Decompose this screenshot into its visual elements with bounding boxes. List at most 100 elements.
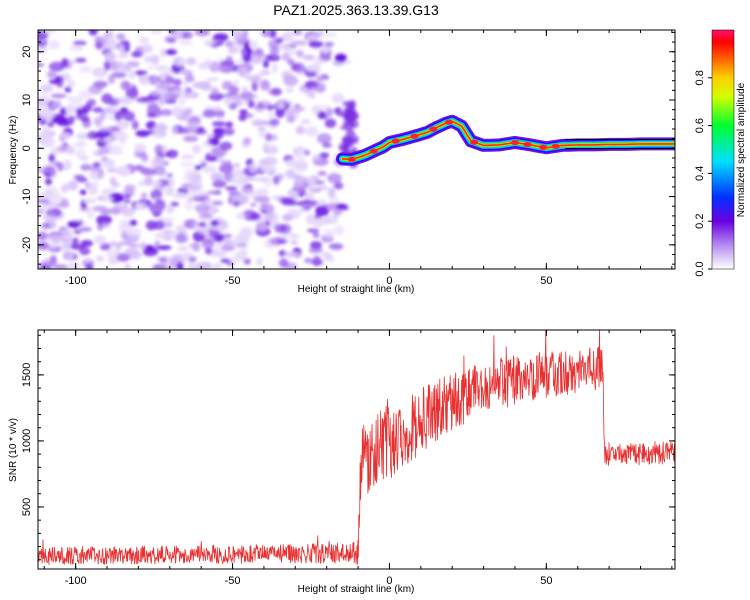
noise-blob — [74, 57, 87, 63]
colorbar-tick-label: 0.4 — [694, 166, 706, 181]
noise-blob — [166, 76, 175, 85]
noise-blob — [75, 110, 83, 120]
noise-blob — [225, 55, 233, 65]
noise-blob — [249, 212, 261, 221]
noise-blob — [109, 176, 117, 185]
noise-blob — [107, 99, 117, 107]
noise-blob — [184, 74, 195, 83]
noise-blob — [103, 136, 113, 142]
noise-blob — [138, 37, 150, 43]
noise-blob — [100, 222, 111, 229]
noise-blob — [160, 47, 167, 58]
noise-blob — [44, 186, 59, 195]
noise-blob — [322, 142, 333, 148]
noise-blob — [172, 193, 189, 199]
noise-blob — [141, 97, 153, 102]
noise-blob — [187, 262, 197, 269]
noise-blob — [235, 242, 248, 248]
noise-blob — [218, 164, 234, 174]
noise-blob — [188, 256, 197, 262]
noise-blob — [320, 185, 328, 191]
noise-blob — [300, 203, 313, 208]
noise-blob — [167, 37, 177, 44]
colorbar-tick-label: 0.8 — [694, 70, 706, 85]
spectrogram-y-axis-title: Frequency (Hz) — [8, 116, 19, 185]
noise-blob — [258, 132, 267, 138]
noise-blob — [243, 176, 256, 182]
noise-blob — [170, 88, 186, 96]
noise-blob — [124, 263, 131, 269]
noise-blob — [201, 166, 217, 174]
noise-blob — [167, 230, 177, 240]
noise-blob — [247, 99, 255, 109]
noise-blob — [228, 102, 237, 110]
noise-blob — [67, 262, 81, 269]
noise-blob — [91, 67, 108, 78]
noise-blob — [38, 231, 48, 241]
noise-blob — [124, 194, 131, 199]
noise-blob — [281, 52, 291, 62]
spectrogram-frame — [37, 29, 676, 270]
noise-blob — [312, 255, 322, 267]
noise-blob — [134, 143, 147, 153]
noise-blob — [92, 205, 108, 212]
noise-blob — [48, 61, 65, 72]
noise-blob — [179, 128, 189, 135]
noise-blob — [59, 243, 72, 252]
noise-blob — [282, 213, 294, 222]
noise-blob — [315, 75, 324, 82]
noise-blob — [333, 181, 344, 190]
noise-blob — [184, 199, 194, 211]
noise-blob — [308, 91, 316, 99]
noise-blob — [171, 106, 183, 117]
noise-blob — [92, 107, 104, 113]
noise-blob — [255, 257, 263, 266]
noise-blob — [248, 54, 264, 65]
noise-blob — [223, 125, 234, 136]
noise-blob — [38, 191, 46, 197]
noise-blob — [187, 196, 195, 203]
noise-blob — [79, 189, 87, 196]
noise-blob — [253, 108, 266, 113]
noise-blob — [325, 107, 334, 117]
noise-blob — [269, 45, 280, 56]
spectrogram-signal-ridge — [335, 114, 675, 166]
noise-blob — [232, 80, 239, 85]
noise-blob — [134, 152, 148, 159]
noise-blob — [165, 49, 178, 56]
noise-blob — [210, 172, 224, 182]
noise-blob — [138, 181, 145, 186]
noise-blob — [238, 113, 247, 122]
noise-blob — [283, 251, 298, 258]
noise-blob — [78, 89, 93, 100]
noise-blob — [327, 186, 336, 198]
noise-blob — [98, 125, 112, 133]
noise-blob — [67, 115, 76, 122]
noise-blob — [268, 118, 280, 127]
noise-blob — [134, 202, 142, 212]
noise-blob — [236, 66, 248, 77]
noise-blob — [147, 112, 157, 118]
noise-blob — [232, 163, 241, 168]
noise-blob — [171, 125, 178, 137]
noise-blob — [311, 105, 321, 115]
noise-blob — [38, 129, 54, 140]
noise-blob — [131, 120, 139, 130]
noise-blob — [54, 203, 70, 208]
noise-blob — [127, 243, 140, 248]
x-tick-label: -50 — [225, 575, 241, 587]
noise-blob — [38, 62, 45, 68]
noise-blob — [137, 166, 150, 174]
page-title: PAZ1.2025.363.13.39.G13 — [273, 2, 439, 18]
noise-blob — [210, 219, 220, 227]
noise-blob — [255, 222, 269, 232]
noise-blob — [324, 118, 337, 129]
noise-blob — [206, 77, 220, 82]
spectrogram-x-axis-title: Height of straight line (km) — [298, 284, 415, 295]
noise-blob — [153, 165, 166, 176]
noise-blob — [202, 109, 217, 118]
noise-blob — [38, 241, 51, 251]
noise-blob — [39, 84, 54, 93]
noise-blob — [49, 255, 57, 266]
noise-blob — [264, 165, 277, 172]
